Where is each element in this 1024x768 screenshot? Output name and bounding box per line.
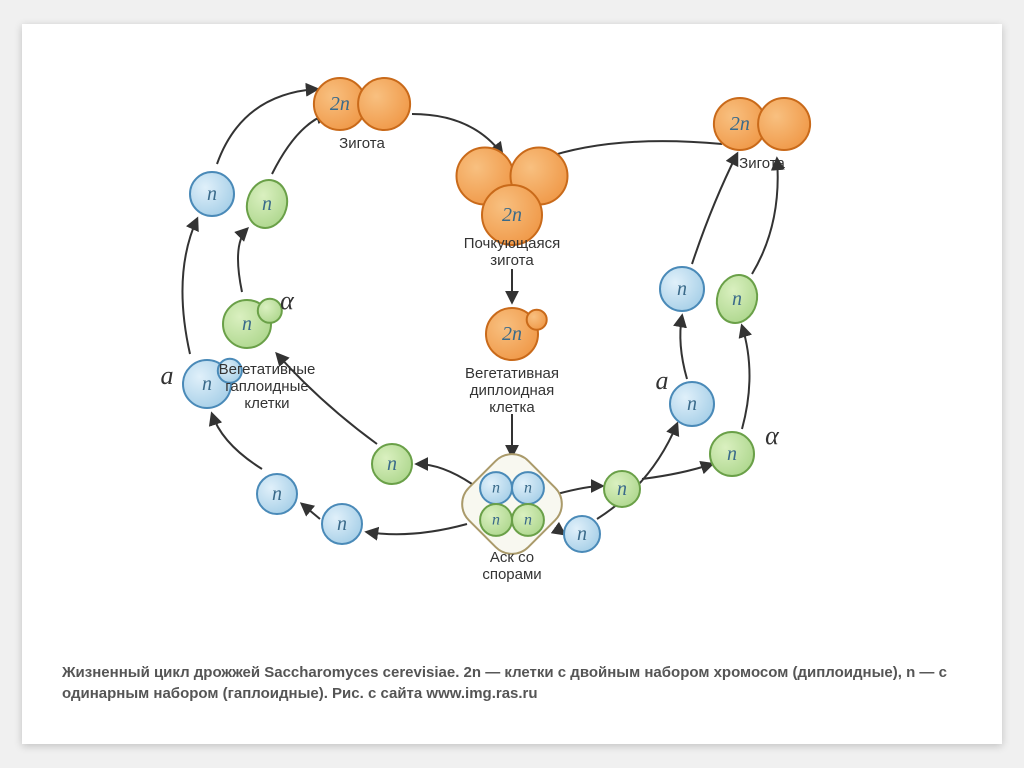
arrow-ascus-hap_blue_br: [557, 529, 564, 534]
node-zygote_left: 2n Зигота: [314, 78, 410, 152]
arrow-hap_blue_tl-zygote_left: [217, 89, 317, 164]
node-hap_green_bl: n: [372, 444, 412, 484]
svg-text:α: α: [280, 286, 295, 315]
veg-haploid-caption: Вегетативные: [219, 361, 316, 378]
svg-text:n: n: [732, 288, 742, 310]
veg-haploid-caption: клетки: [244, 395, 289, 412]
yeast-lifecycle-diagram: 2n Зигота 2n Зигота 2n Почкующаясязигота 2n Вег…: [112, 44, 912, 604]
svg-text:a: a: [656, 366, 669, 395]
node-ascus: nnnnАск соспорами: [453, 445, 572, 583]
arrow-hap_blue_br-a_right: [597, 424, 677, 519]
svg-text:Зигота: Зигота: [739, 155, 785, 172]
arrow-hap_green_tr-zygote_right: [752, 159, 778, 274]
svg-text:n: n: [337, 513, 347, 535]
svg-text:n: n: [727, 443, 737, 465]
node-hap_green_br: n: [604, 471, 640, 507]
svg-text:n: n: [677, 278, 687, 300]
svg-text:n: n: [387, 453, 397, 475]
node-hap_green_tl: n: [242, 175, 293, 232]
svg-text:клетка: клетка: [489, 399, 535, 416]
svg-text:a: a: [161, 361, 174, 390]
svg-text:n: n: [242, 313, 252, 335]
node-hap_blue_tr: n: [660, 267, 704, 311]
svg-text:n: n: [272, 483, 282, 505]
arrow-a_right-hap_blue_tr: [680, 316, 687, 379]
arrow-ascus-hap_green_br: [557, 486, 602, 494]
node-hap_blue_bl1: n: [322, 504, 362, 544]
svg-text:зигота: зигота: [490, 252, 534, 269]
arrow-a_bud-hap_blue_tl: [182, 219, 197, 354]
arrow-hap_blue_bl2-a_bud: [212, 414, 262, 469]
node-alpha_right: nα: [710, 421, 780, 476]
arrow-ascus-hap_green_bl: [417, 464, 472, 484]
svg-text:n: n: [524, 511, 532, 528]
figure-caption: Жизненный цикл дрожжей Saccharomyces cer…: [62, 662, 962, 704]
node-alpha_bud: nα: [223, 286, 295, 348]
node-hap_blue_br: n: [564, 516, 600, 552]
svg-text:n: n: [202, 373, 212, 395]
svg-text:2n: 2n: [730, 113, 750, 135]
arrow-hap_blue_bl1-hap_blue_bl2: [302, 504, 320, 519]
svg-text:n: n: [492, 511, 500, 528]
node-hap_blue_tl: n: [190, 172, 234, 216]
arrow-alpha_right-hap_green_tr: [742, 326, 750, 429]
svg-text:Зигота: Зигота: [339, 135, 385, 152]
svg-text:2n: 2n: [502, 323, 522, 345]
arrow-alpha_bud-hap_green_tl: [238, 229, 247, 292]
arrow-zygote_right-budding_zygote: [542, 141, 722, 159]
svg-text:n: n: [492, 480, 500, 497]
veg-haploid-caption: гаплоидные: [225, 378, 308, 395]
arrow-ascus-hap_blue_bl1: [367, 524, 467, 534]
svg-text:n: n: [687, 393, 697, 415]
svg-text:α: α: [765, 421, 780, 450]
arrow-hap_blue_tr-zygote_right: [692, 154, 737, 264]
svg-text:n: n: [207, 183, 217, 205]
svg-text:спорами: спорами: [482, 566, 541, 583]
node-zygote_right: 2n Зигота: [714, 98, 810, 172]
svg-text:n: n: [524, 480, 532, 497]
arrow-hap_green_tl-zygote_left: [272, 114, 327, 174]
svg-text:2n: 2n: [330, 93, 350, 115]
svg-text:n: n: [577, 523, 587, 545]
node-a_right: na: [656, 366, 715, 426]
svg-text:Почкующаяся: Почкующаяся: [464, 235, 561, 252]
node-hap_blue_bl2: n: [257, 474, 297, 514]
node-veg_diploid: 2n Вегетативнаядиплоиднаяклетка: [465, 308, 559, 416]
svg-text:диплоидная: диплоидная: [470, 382, 554, 399]
svg-text:Вегетативная: Вегетативная: [465, 365, 559, 382]
svg-text:n: n: [617, 478, 627, 500]
svg-text:Аск со: Аск со: [490, 549, 534, 566]
node-budding_zygote: 2n Почкующаясязигота: [457, 148, 568, 270]
node-hap_green_tr: n: [712, 271, 763, 328]
svg-text:n: n: [262, 193, 272, 215]
svg-text:2n: 2n: [502, 204, 522, 226]
